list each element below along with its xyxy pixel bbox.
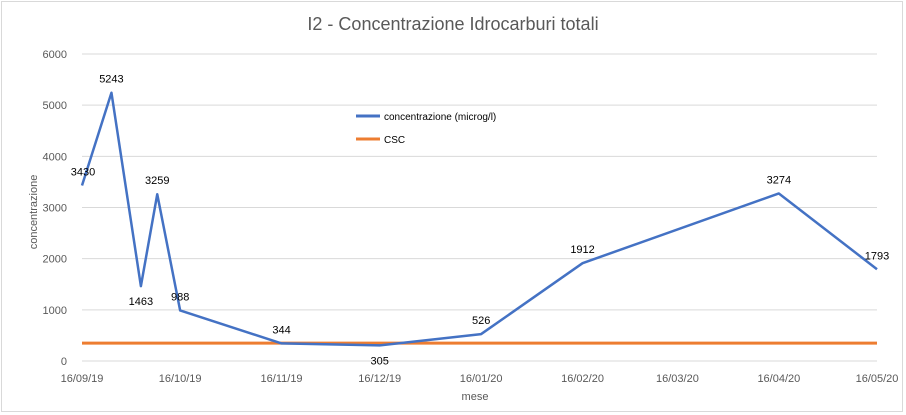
legend-entry: CSC [384, 135, 405, 146]
y-axis-ticks: 0 1000 2000 3000 4000 5000 6000 [43, 49, 67, 368]
y-tick-label: 1000 [43, 305, 67, 317]
data-label: 1793 [865, 250, 889, 262]
x-axis-ticks: 16/09/19 16/10/19 16/11/19 16/12/19 16/01/20… [61, 373, 899, 385]
y-tick-label: 2000 [43, 254, 67, 266]
x-tick-label: 16/01/20 [460, 373, 503, 385]
x-tick-label: 16/09/19 [61, 373, 104, 385]
x-tick-label: 16/04/20 [757, 373, 800, 385]
y-tick-label: 5000 [43, 100, 67, 112]
gridlines [82, 53, 877, 362]
data-label: 3259 [145, 175, 169, 187]
x-tick-label: 16/12/19 [358, 373, 401, 385]
y-axis-label: concentrazione [28, 175, 40, 250]
data-label: 1912 [570, 244, 594, 256]
y-tick-label: 4000 [43, 151, 67, 163]
x-tick-label: 16/02/20 [561, 373, 604, 385]
x-axis-label: mese [462, 391, 489, 403]
chart-title: I2 - Concentrazione Idrocarburi totali [307, 14, 598, 34]
data-label: 988 [171, 291, 189, 303]
data-label: 5243 [99, 74, 123, 86]
data-label: 344 [272, 324, 290, 336]
y-tick-label: 0 [61, 356, 67, 368]
legend: concentrazione (microg/l) CSC [356, 112, 496, 146]
data-label: 305 [371, 355, 389, 367]
y-tick-label: 6000 [43, 49, 67, 61]
x-tick-label: 16/05/20 [856, 373, 899, 385]
data-label: 3430 [71, 166, 95, 178]
data-labels: 3430 5243 1463 3259 988 344 305 526 1912 3274 1793 [71, 74, 889, 368]
x-tick-label: 16/11/19 [261, 373, 303, 385]
series-group [80, 91, 878, 347]
data-label: 3274 [767, 174, 791, 186]
data-label: 526 [472, 315, 490, 327]
data-label: 1463 [129, 296, 153, 308]
y-tick-label: 3000 [43, 203, 67, 215]
legend-entry: concentrazione (microg/l) [384, 112, 496, 123]
series-line-concentrazione [80, 91, 878, 347]
x-tick-label: 16/10/19 [159, 373, 202, 385]
x-tick-label: 16/03/20 [656, 373, 699, 385]
